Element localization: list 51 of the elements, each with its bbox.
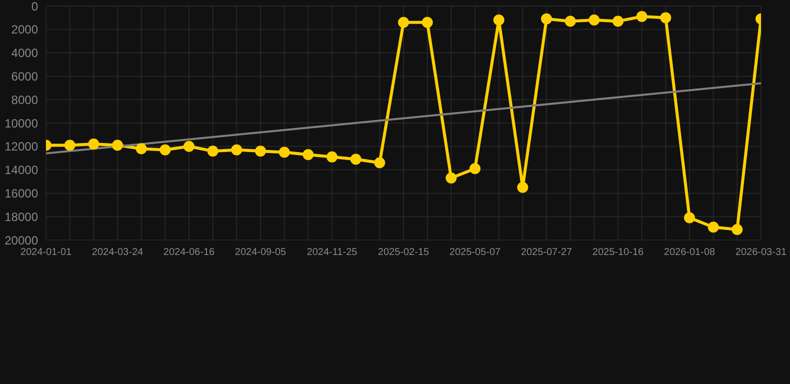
x-tick-label: 2026-03-31 — [735, 247, 788, 258]
y-tick-label: 4000 — [11, 46, 38, 60]
point — [684, 212, 695, 224]
point — [278, 146, 290, 158]
point — [708, 222, 719, 233]
point — [88, 138, 100, 150]
point — [732, 224, 743, 235]
point — [350, 154, 362, 165]
point — [374, 157, 386, 168]
y-tick-label: 10000 — [4, 116, 38, 130]
point — [231, 144, 242, 156]
point — [112, 140, 123, 151]
x-tick-label: 2025-07-27 — [520, 247, 573, 258]
y-tick-label: 12000 — [4, 140, 38, 154]
point — [493, 14, 504, 26]
point — [564, 16, 576, 27]
point — [422, 16, 433, 28]
x-tick-label: 2024-03-24 — [92, 247, 144, 258]
x-tick-label: 2024-09-05 — [234, 247, 287, 258]
x-tick-label: 2024-11-25 — [306, 247, 358, 258]
point — [184, 140, 194, 152]
point — [302, 149, 314, 160]
y-tick-label: 16000 — [4, 186, 38, 200]
point — [446, 172, 457, 184]
point — [636, 11, 648, 22]
y-tick-label: 18000 — [4, 210, 38, 224]
x-tick-label: 2025-02-15 — [378, 247, 430, 258]
point — [541, 13, 552, 24]
point — [470, 163, 480, 174]
x-tick-label: 2024-06-16 — [163, 247, 216, 258]
point — [612, 16, 624, 27]
y-tick-label: 2000 — [11, 22, 38, 37]
point — [588, 14, 600, 26]
point — [326, 151, 338, 162]
x-tick-label: 2026-01-08 — [664, 247, 716, 258]
point — [660, 12, 672, 24]
point — [64, 140, 76, 151]
point — [160, 144, 171, 156]
x-tick-label: 2024-01-01 — [20, 247, 72, 258]
point — [255, 146, 266, 157]
y-tick-label: 14000 — [4, 163, 38, 178]
y-tick-label: 8000 — [11, 92, 38, 107]
point — [136, 143, 147, 154]
y-tick-label: 6000 — [11, 69, 38, 84]
point — [517, 182, 528, 193]
y-tick-label: 0 — [31, 0, 38, 14]
point — [207, 146, 218, 157]
point — [398, 16, 409, 28]
x-tick-label: 2025-10-16 — [592, 247, 644, 258]
y-tick-label: 20000 — [4, 233, 38, 248]
x-tick-label: 2025-05-07 — [449, 247, 502, 258]
